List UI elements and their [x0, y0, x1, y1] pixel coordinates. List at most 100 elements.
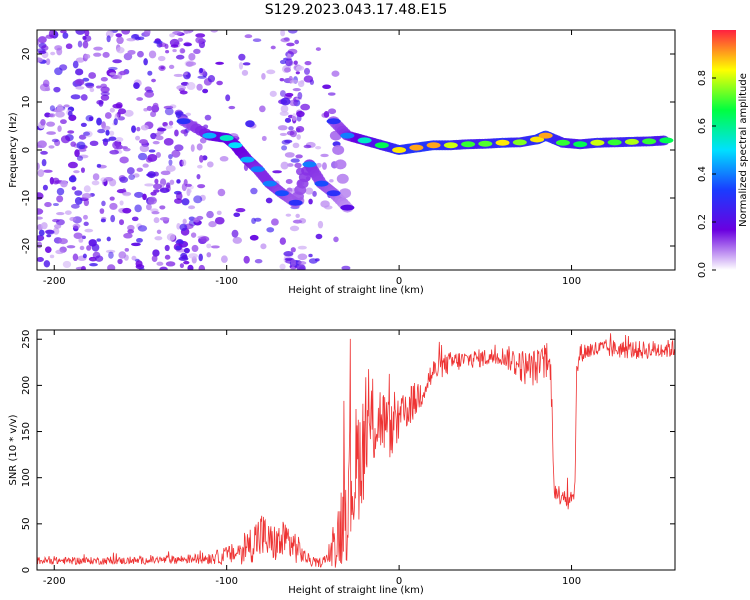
spectrogram-noise-blob	[284, 117, 292, 123]
spectrogram-ridge-point	[461, 141, 476, 148]
spectrogram-noise-blob	[315, 47, 321, 51]
spectrogram-noise-blob	[179, 263, 184, 269]
spectrogram-noise-blob	[42, 79, 50, 88]
spectrogram-noise-blob	[101, 125, 111, 131]
spectrogram-noise-blob	[78, 148, 87, 152]
spectrogram-noise-blob	[121, 146, 128, 150]
spectrogram-noise-blob	[296, 134, 301, 140]
spectrogram-noise-blob	[163, 138, 174, 146]
spectrogram-noise-blob	[109, 196, 115, 201]
spectrogram-ridge-point	[530, 136, 545, 143]
spectrogram-noise-blob	[127, 49, 136, 55]
spectrogram-noise-blob	[300, 103, 310, 111]
spectrogram-noise-blob	[185, 112, 192, 117]
spectrogram-noise-blob	[44, 201, 52, 208]
spectrogram-noise-blob	[82, 253, 87, 259]
spectrogram-ridge-halo	[339, 188, 352, 199]
spectrogram-noise-blob	[279, 111, 289, 116]
spectrogram-ridge-point	[659, 137, 674, 144]
snr-x-tick-label: -200	[43, 576, 66, 587]
spectrogram-noise-blob	[322, 162, 327, 170]
spectrogram-noise-blob	[56, 47, 63, 56]
spectrogram-noise-blob	[108, 251, 114, 259]
snr-y-tick-label: 150	[21, 422, 32, 441]
spectrogram-noise-blob	[279, 77, 285, 82]
spectrogram-noise-blob	[238, 62, 244, 70]
spectrogram-noise-blob	[131, 125, 136, 133]
spectrogram-noise-blob	[287, 48, 298, 55]
spectrogram-noise-blob	[76, 155, 84, 161]
snr-y-tick-label: 200	[21, 376, 32, 395]
spectrogram-noise-blob	[154, 236, 163, 241]
spectrogram-noise-blob	[198, 253, 203, 262]
spectrogram-ridge-point	[538, 132, 553, 139]
spectrogram-ridge-point	[219, 135, 234, 141]
spectrogram-noise-blob	[44, 246, 52, 254]
spectrogram-noise-blob	[242, 62, 251, 66]
spectrogram-noise-blob	[295, 213, 300, 218]
spectrogram-ridge-point	[624, 138, 639, 145]
spectrogram-noise-blob	[287, 30, 298, 34]
spectrogram-noise-blob	[183, 43, 193, 47]
spectrogram-noise-blob	[292, 142, 300, 149]
spectrogram-noise-blob	[46, 131, 56, 135]
spectrogram-noise-blob	[308, 253, 313, 258]
spectrogram-noise-blob	[131, 216, 139, 222]
spectrogram-noise-blob	[121, 30, 131, 35]
spectrogram-noise-blob	[83, 214, 88, 220]
spectrogram-noise-blob	[93, 52, 102, 57]
spectrogram-noise-blob	[175, 245, 182, 251]
spectrogram-noise-blob	[157, 55, 166, 62]
spectrogram-noise-blob	[86, 245, 92, 251]
spectrogram-noise-blob	[52, 227, 60, 235]
spectrogram-noise-blob	[105, 129, 110, 136]
spectrogram-noise-blob	[172, 30, 183, 36]
spectrogram-noise-blob	[119, 200, 124, 206]
spectrogram-noise-blob	[58, 238, 68, 245]
spectrogram-noise-blob	[235, 207, 246, 213]
spectrogram-noise-blob	[115, 137, 124, 143]
spectrogram-noise-blob	[206, 243, 212, 249]
spectrogram-noise-blob	[286, 42, 295, 47]
spectrogram-noise-blob	[150, 132, 157, 140]
spectrogram-noise-blob	[43, 169, 53, 173]
spectrogram-noise-blob	[137, 36, 145, 41]
snr-x-label: Height of straight line (km)	[288, 585, 424, 596]
spectrogram-noise-blob	[57, 125, 62, 132]
spectrogram-noise-blob	[303, 144, 312, 149]
spectrogram-noise-blob	[49, 177, 54, 185]
spectrogram-noise-blob	[254, 259, 263, 264]
spectrogram-noise-blob	[157, 127, 167, 132]
spectrogram-noise-blob	[290, 158, 300, 163]
spectrogram-noise-blob	[159, 205, 166, 210]
spectrogram-ridge-point	[443, 142, 458, 149]
spectrogram-noise-blob	[79, 245, 85, 251]
spectrogram-noise-blob	[38, 36, 47, 44]
spectrogram-noise-blob	[55, 249, 64, 255]
spectrogram-ridge-point	[326, 118, 341, 125]
spectrogram-ridge-halo	[336, 173, 349, 184]
spectrogram-noise-blob	[159, 187, 170, 193]
spectrogram-noise-blob	[56, 187, 65, 196]
spectrogram-noise-blob	[137, 225, 148, 232]
spectrogram-noise-blob	[295, 154, 303, 159]
spectrogram-noise-blob	[166, 233, 176, 241]
colorbar-label: Normalized spectral amplitude	[738, 73, 749, 227]
spectrogram-noise-blob	[135, 135, 141, 141]
spectrogram-noise-blob	[215, 61, 224, 65]
spectrogram-noise-blob	[261, 72, 266, 80]
spectrogram-noise-blob	[40, 222, 48, 230]
spectrogram-noise-blob	[100, 177, 107, 183]
spectrogram-noise-blob	[108, 66, 118, 71]
spectrogram-x-tick-label: 0	[396, 276, 402, 287]
spectrogram-noise-blob	[175, 54, 185, 60]
colorbar-strip	[712, 30, 736, 270]
spectrogram-ridge-point	[642, 138, 657, 145]
spectrogram-x-tick-label: -100	[215, 276, 238, 287]
spectrogram-noise-blob	[279, 132, 287, 137]
spectrogram-noise-blob	[88, 239, 97, 247]
spectrogram-noise-blob	[165, 49, 170, 54]
spectrogram-noise-blob	[88, 72, 97, 79]
spectrogram-noise-blob	[281, 145, 288, 151]
